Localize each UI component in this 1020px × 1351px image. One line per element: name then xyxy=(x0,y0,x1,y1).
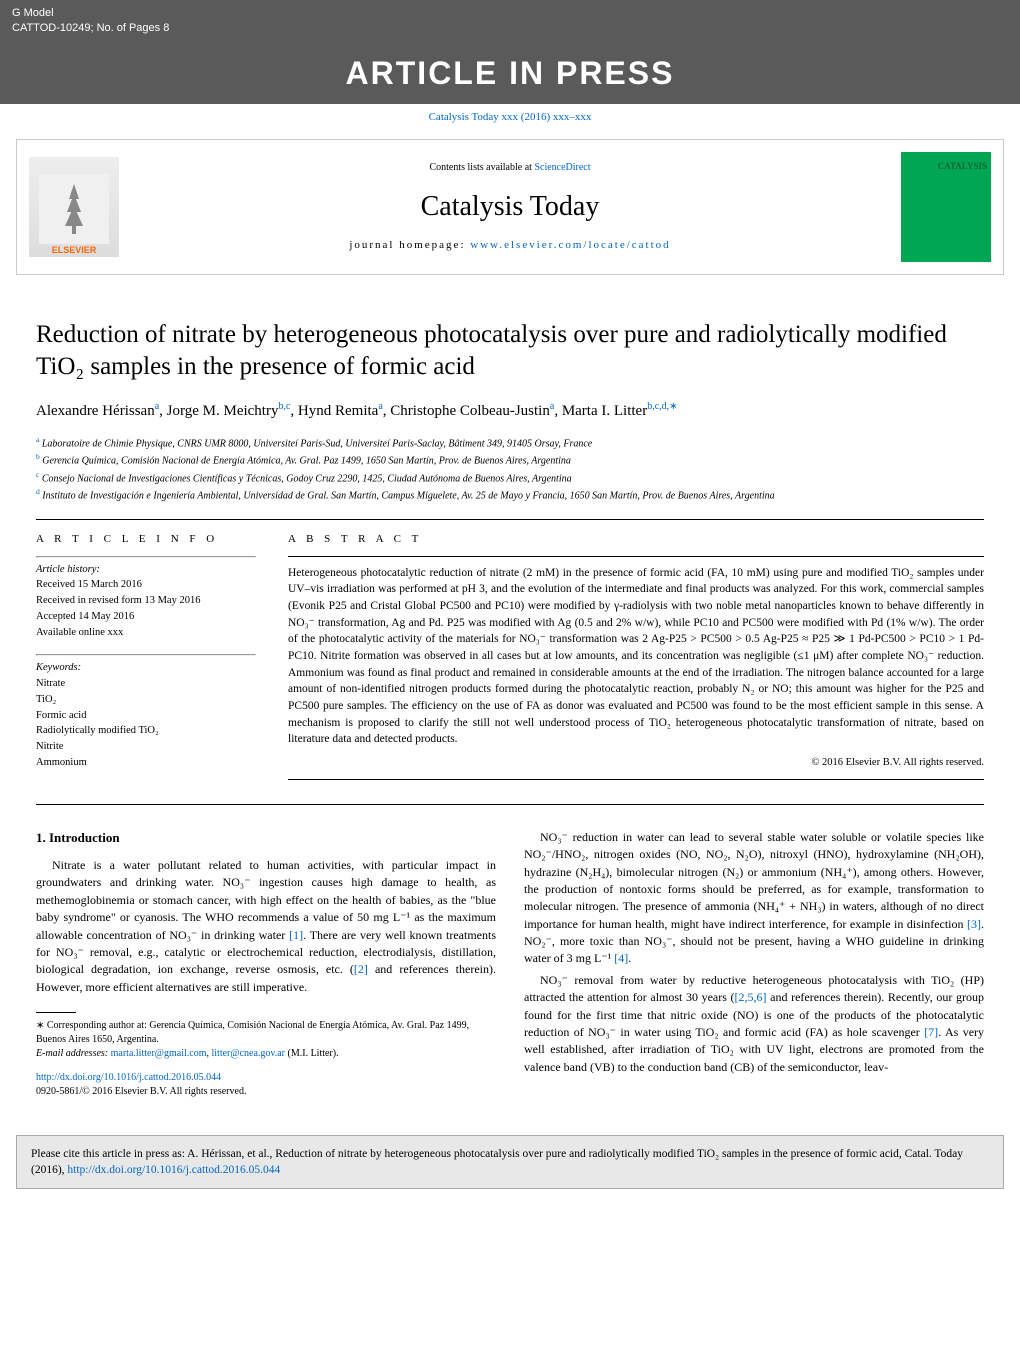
author: Alexandre Hérissana xyxy=(36,403,159,419)
header-bar: G Model CATTOD-10249; No. of Pages 8 xyxy=(0,0,1020,43)
abstract-label: A B S T R A C T xyxy=(288,532,984,547)
homepage-line: journal homepage: www.elsevier.com/locat… xyxy=(135,238,885,253)
keywords-block: Keywords: Nitrate TiO₂ Formic acid Radio… xyxy=(36,654,256,770)
affiliation: a Laboratoire de Chimie Physique, CNRS U… xyxy=(36,434,984,451)
author: Jorge M. Meichtryb,c xyxy=(167,403,291,419)
email-footnote: E-mail addresses: marta.litter@gmail.com… xyxy=(36,1047,496,1061)
article-info-label: A R T I C L E I N F O xyxy=(36,532,256,547)
ref-link[interactable]: [3] xyxy=(967,917,981,931)
doi-link[interactable]: http://dx.doi.org/10.1016/j.cattod.2016.… xyxy=(36,1072,221,1083)
right-column: NO₃⁻ reduction in water can lead to seve… xyxy=(524,829,984,1099)
article-info-column: A R T I C L E I N F O Article history: R… xyxy=(36,532,256,791)
affiliation: c Consejo Nacional de Investigaciones Ci… xyxy=(36,469,984,486)
keyword: Radiolytically modified TiO₂ xyxy=(36,723,256,739)
ref-link[interactable]: [2] xyxy=(354,962,368,976)
email-link[interactable]: litter@cnea.gov.ar xyxy=(211,1048,285,1059)
article-body: Reduction of nitrate by heterogeneous ph… xyxy=(0,283,1020,1115)
homepage-link[interactable]: www.elsevier.com/locate/cattod xyxy=(470,239,670,251)
divider xyxy=(36,519,984,520)
info-abstract-row: A R T I C L E I N F O Article history: R… xyxy=(36,532,984,791)
ref-link[interactable]: [1] xyxy=(289,928,303,942)
intro-para-1: Nitrate is a water pollutant related to … xyxy=(36,857,496,996)
history-revised: Received in revised form 13 May 2016 xyxy=(36,593,256,609)
cite-box: Please cite this article in press as: A.… xyxy=(16,1135,1004,1189)
elsevier-tree-icon xyxy=(39,174,109,244)
footnote-separator xyxy=(36,1012,76,1013)
intro-heading: 1. Introduction xyxy=(36,829,496,847)
g-model-label: G Model xyxy=(12,6,169,21)
press-banner: ARTICLE IN PRESS xyxy=(0,43,1020,104)
intro-para-2: NO₃⁻ reduction in water can lead to seve… xyxy=(524,829,984,968)
article-history-block: Article history: Received 15 March 2016 … xyxy=(36,556,256,641)
article-ref: CATTOD-10249; No. of Pages 8 xyxy=(12,21,169,36)
history-heading: Article history: xyxy=(36,562,256,578)
elsevier-logo: ELSEVIER xyxy=(29,157,119,257)
keyword: TiO₂ xyxy=(36,692,256,708)
contents-line: Contents lists available at ScienceDirec… xyxy=(135,161,885,175)
history-received: Received 15 March 2016 xyxy=(36,577,256,593)
main-columns: 1. Introduction Nitrate is a water pollu… xyxy=(36,829,984,1099)
journal-name: Catalysis Today xyxy=(135,187,885,226)
ref-link[interactable]: [4] xyxy=(614,951,628,965)
authors: Alexandre Hérissana, Jorge M. Meichtryb,… xyxy=(36,400,984,422)
divider xyxy=(36,804,984,805)
cite-doi-link[interactable]: http://dx.doi.org/10.1016/j.cattod.2016.… xyxy=(67,1164,280,1176)
author: Marta I. Litterb,c,d,∗ xyxy=(562,403,678,419)
sciencedirect-link[interactable]: ScienceDirect xyxy=(534,162,590,173)
ref-link[interactable]: [2,5,6] xyxy=(735,990,767,1004)
journal-center: Contents lists available at ScienceDirec… xyxy=(135,161,885,254)
intro-para-3: NO₃⁻ removal from water by reductive het… xyxy=(524,972,984,1076)
keyword: Nitrite xyxy=(36,739,256,755)
affiliation: b Gerencia Química, Comisión Nacional de… xyxy=(36,451,984,468)
keyword: Formic acid xyxy=(36,708,256,724)
ref-link[interactable]: [7] xyxy=(924,1025,938,1039)
email-link[interactable]: marta.litter@gmail.com xyxy=(111,1048,207,1059)
history-online: Available online xxx xyxy=(36,625,256,641)
keyword: Ammonium xyxy=(36,755,256,771)
citation-link[interactable]: Catalysis Today xxx (2016) xxx–xxx xyxy=(429,111,592,123)
author: Christophe Colbeau-Justina xyxy=(390,403,554,419)
keywords-heading: Keywords: xyxy=(36,660,256,676)
history-accepted: Accepted 14 May 2016 xyxy=(36,609,256,625)
doi-block: http://dx.doi.org/10.1016/j.cattod.2016.… xyxy=(36,1071,496,1099)
abstract-text: Heterogeneous photocatalytic reduction o… xyxy=(288,565,984,748)
article-title: Reduction of nitrate by heterogeneous ph… xyxy=(36,319,984,384)
citation-line: Catalysis Today xxx (2016) xxx–xxx xyxy=(0,104,1020,131)
abstract-column: A B S T R A C T Heterogeneous photocatal… xyxy=(288,532,984,791)
left-column: 1. Introduction Nitrate is a water pollu… xyxy=(36,829,496,1099)
journal-box: ELSEVIER Contents lists available at Sci… xyxy=(16,139,1004,275)
corresponding-author-footnote: ∗ Corresponding author at: Gerencia Quím… xyxy=(36,1019,496,1047)
affiliations: a Laboratoire de Chimie Physique, CNRS U… xyxy=(36,434,984,503)
keyword: Nitrate xyxy=(36,676,256,692)
cover-thumbnail: CATALYSIS xyxy=(901,152,991,262)
author: Hynd Remitaa xyxy=(298,403,383,419)
abstract-copyright: © 2016 Elsevier B.V. All rights reserved… xyxy=(288,756,984,771)
issn-copyright: 0920-5861/© 2016 Elsevier B.V. All right… xyxy=(36,1086,246,1097)
cover-title: CATALYSIS xyxy=(938,160,987,173)
affiliation: d Instituto de Investigación e Ingenierí… xyxy=(36,486,984,503)
